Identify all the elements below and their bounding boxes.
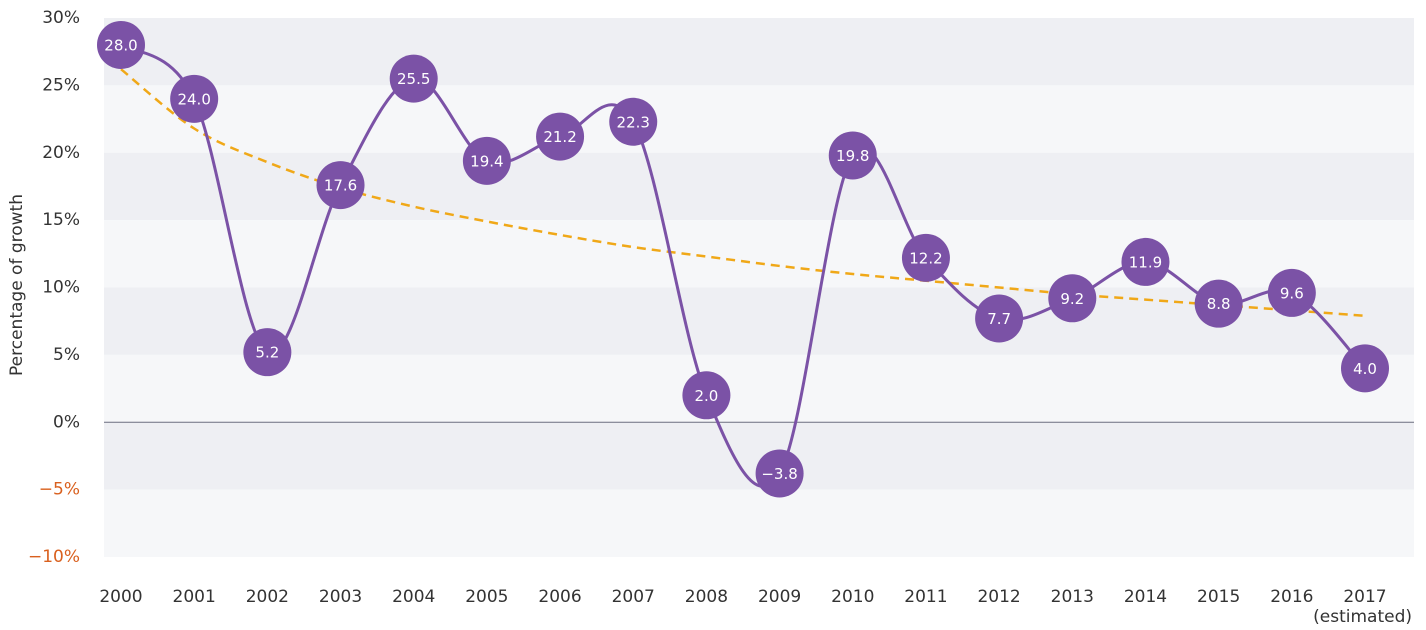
data-label: 12.2 <box>909 249 942 267</box>
x-tick-label: 2006 <box>538 587 581 607</box>
data-label: 21.2 <box>543 128 576 146</box>
x-tick-label: 2007 <box>612 587 655 607</box>
data-point <box>609 97 658 146</box>
data-label: 7.7 <box>987 310 1011 328</box>
y-tick-label: 15% <box>42 210 80 230</box>
data-point <box>243 328 292 377</box>
y-axis-label: Percentage of growth <box>7 194 27 376</box>
x-tick-label: 2000 <box>99 587 142 607</box>
grid-band <box>104 220 1414 288</box>
x-tick-label: 2003 <box>319 587 362 607</box>
grid-band <box>104 85 1414 153</box>
x-tick-label: 2002 <box>246 587 289 607</box>
x-tick-label: 2001 <box>173 587 216 607</box>
x-tick-label: 2017 <box>1343 587 1386 607</box>
x-tick-label: 2013 <box>1051 587 1094 607</box>
y-tick-label: −10% <box>28 547 80 567</box>
data-point <box>1341 344 1389 393</box>
data-label: 9.2 <box>1060 290 1084 308</box>
grid-band <box>104 354 1414 423</box>
data-point <box>536 112 585 161</box>
data-label: 2.0 <box>694 387 718 405</box>
x-tick-label: 2005 <box>465 587 508 607</box>
x-tick-label: 2010 <box>831 587 874 607</box>
y-tick-label: 10% <box>42 278 80 298</box>
trend-line <box>120 68 1366 318</box>
data-label: 8.8 <box>1207 295 1231 313</box>
y-tick-label: −5% <box>39 480 80 500</box>
x-tick-label: 2012 <box>977 587 1020 607</box>
data-point <box>828 131 877 180</box>
data-point <box>901 233 950 282</box>
data-label: 5.2 <box>255 344 279 362</box>
x-tick-label: 2015 <box>1197 587 1240 607</box>
data-point <box>975 294 1024 343</box>
y-tick-label: 0% <box>53 412 80 432</box>
data-label: 24.0 <box>177 90 210 108</box>
data-label: 22.3 <box>617 113 650 131</box>
data-label: 25.5 <box>397 70 430 88</box>
data-point <box>682 371 731 420</box>
x-tick-label: 2011 <box>904 587 947 607</box>
data-label: 4.0 <box>1353 360 1377 378</box>
data-label: 28.0 <box>104 36 137 54</box>
data-point <box>170 74 219 123</box>
y-tick-label: 20% <box>42 143 80 163</box>
x-tick-label: 2016 <box>1270 587 1313 607</box>
data-point <box>1267 268 1316 317</box>
data-point <box>389 54 438 103</box>
x-tick-label: 2009 <box>758 587 801 607</box>
grid-band <box>104 152 1414 221</box>
data-point <box>1194 279 1243 328</box>
data-label: 17.6 <box>324 177 357 195</box>
data-point <box>462 136 511 185</box>
data-point <box>755 449 804 498</box>
x-tick-label: 2004 <box>392 587 435 607</box>
data-point <box>1048 274 1097 323</box>
y-tick-label: 25% <box>42 75 80 95</box>
grid-band <box>104 489 1414 557</box>
data-label: −3.8 <box>761 465 797 483</box>
data-label: 19.8 <box>836 147 869 165</box>
x-tick-label: 2014 <box>1124 587 1167 607</box>
data-label: 19.4 <box>470 152 503 170</box>
x-tick-label: 2008 <box>685 587 728 607</box>
y-tick-label: 5% <box>53 345 80 365</box>
data-point <box>316 161 365 210</box>
data-point <box>1121 237 1170 286</box>
x-tick-note: (estimated) <box>1313 607 1412 627</box>
data-label: 9.6 <box>1280 284 1304 302</box>
y-tick-label: 30% <box>42 8 80 28</box>
data-label: 11.9 <box>1129 253 1162 271</box>
grid-band <box>104 18 1414 86</box>
data-point <box>97 20 145 69</box>
